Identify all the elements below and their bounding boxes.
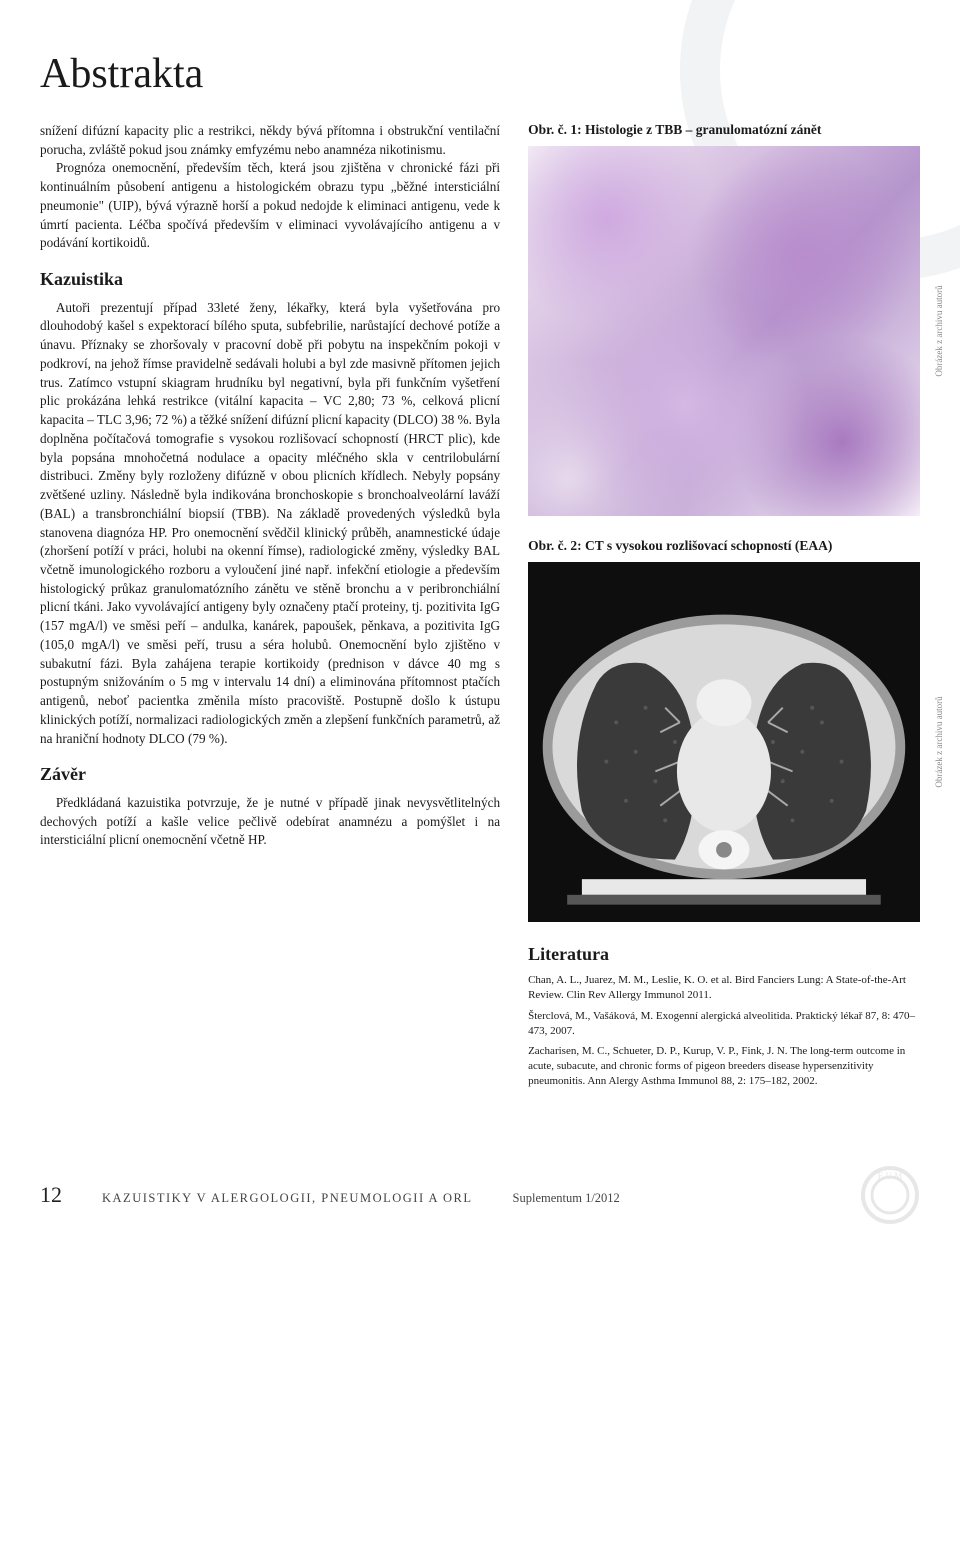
- paragraph-intro-1: snížení difúzní kapacity plic a restrikc…: [40, 122, 500, 159]
- page-footer: 12 KAZUISTIKY V ALERGOLOGII, PNEUMOLOGII…: [0, 1135, 960, 1225]
- figure-2-credit: Obrázek z archivu autorů: [934, 696, 944, 787]
- ct-scan-svg: [528, 562, 920, 922]
- figure-1-histology-image: [528, 146, 920, 516]
- paragraph-zaver: Předkládaná kazuistika potvrzuje, že je …: [40, 794, 500, 850]
- paragraph-intro-2: Prognóza onemocnění, především těch, kte…: [40, 159, 500, 253]
- figure-2-caption: Obr. č. 2: CT s vysokou rozlišovací scho…: [528, 538, 920, 554]
- footer-seal-icon: E U M: [860, 1165, 920, 1225]
- right-column: Obr. č. 1: Histologie z TBB – granulomat…: [528, 122, 920, 1095]
- heading-zaver: Závěr: [40, 762, 500, 788]
- left-column: snížení difúzní kapacity plic a restrikc…: [40, 122, 500, 1095]
- literature-entry: Chan, A. L., Juarez, M. M., Leslie, K. O…: [528, 973, 920, 1003]
- figure-1-credit: Obrázek z archivu autorů: [934, 285, 944, 376]
- figure-2-box: Obrázek z archivu autorů: [528, 562, 920, 922]
- footer-supplement: Suplementum 1/2012: [513, 1191, 620, 1206]
- svg-text:E U M: E U M: [878, 1171, 903, 1181]
- figure-1-box: Obrázek z archivu autorů: [528, 146, 920, 516]
- literature-heading: Literatura: [528, 944, 920, 965]
- footer-left: 12 KAZUISTIKY V ALERGOLOGII, PNEUMOLOGII…: [40, 1182, 620, 1208]
- paragraph-kazuistika: Autoři prezentují případ 33leté ženy, lé…: [40, 299, 500, 749]
- literature-entry: Šterclová, M., Vašáková, M. Exogenní ale…: [528, 1009, 920, 1039]
- heading-kazuistika: Kazuistika: [40, 267, 500, 293]
- figure-2-ct-image: [528, 562, 920, 922]
- page: Abstrakta snížení difúzní kapacity plic …: [0, 0, 960, 1285]
- figure-1-caption: Obr. č. 1: Histologie z TBB – granulomat…: [528, 122, 920, 138]
- two-column-layout: snížení difúzní kapacity plic a restrikc…: [0, 122, 960, 1095]
- literature-entry: Zacharisen, M. C., Schueter, D. P., Kuru…: [528, 1044, 920, 1089]
- page-number: 12: [40, 1182, 62, 1208]
- footer-journal-title: KAZUISTIKY V ALERGOLOGII, PNEUMOLOGII A …: [102, 1191, 473, 1206]
- section-title: Abstrakta: [0, 0, 960, 122]
